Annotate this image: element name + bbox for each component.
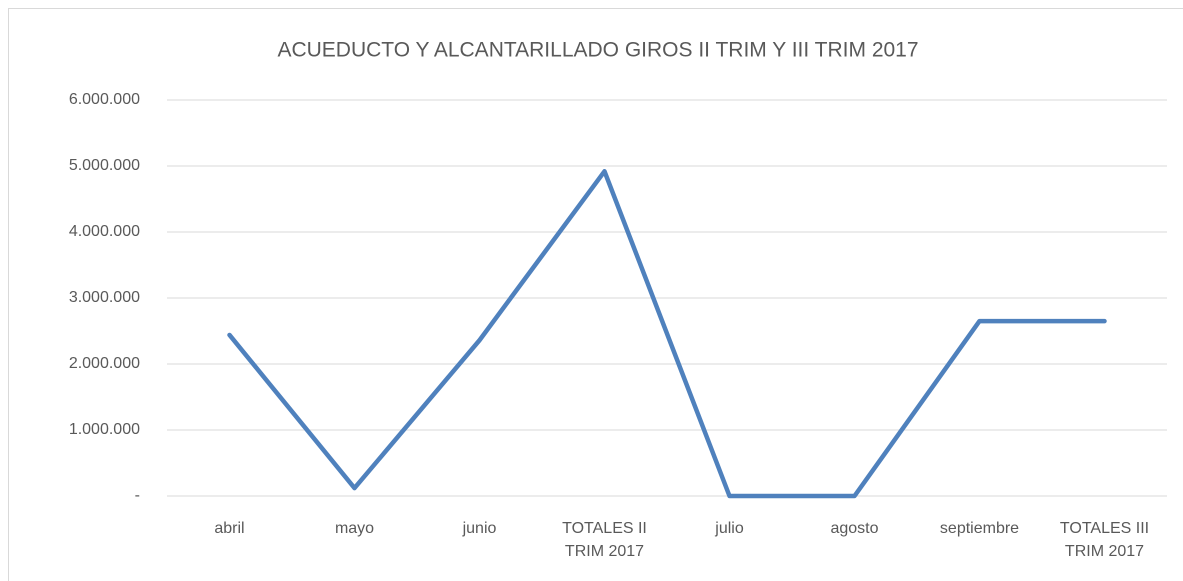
y-tick-label: 5.000.000 (69, 157, 140, 174)
y-tick-label: - (135, 487, 140, 504)
x-tick-label: TOTALES III TRIM 2017 (1060, 520, 1149, 560)
y-tick-label: 6.000.000 (69, 91, 140, 108)
chart-title: ACUEDUCTO Y ALCANTARILLADO GIROS II TRIM… (277, 39, 918, 62)
x-tick-label: TOTALES II TRIM 2017 (562, 520, 647, 560)
y-tick-label: 2.000.000 (69, 355, 140, 372)
y-tick-label: 3.000.000 (69, 289, 140, 306)
x-tick-label: junio (462, 520, 497, 537)
chart-border (8, 8, 1183, 581)
x-tick-label: agosto (830, 520, 878, 537)
x-tick-label: mayo (335, 520, 374, 537)
y-tick-label: 4.000.000 (69, 223, 140, 240)
x-tick-label: abril (214, 520, 244, 537)
x-tick-label: septiembre (940, 520, 1019, 537)
x-tick-label: julio (714, 520, 744, 537)
data-line (227, 169, 1107, 499)
y-tick-label: 1.000.000 (69, 421, 140, 438)
